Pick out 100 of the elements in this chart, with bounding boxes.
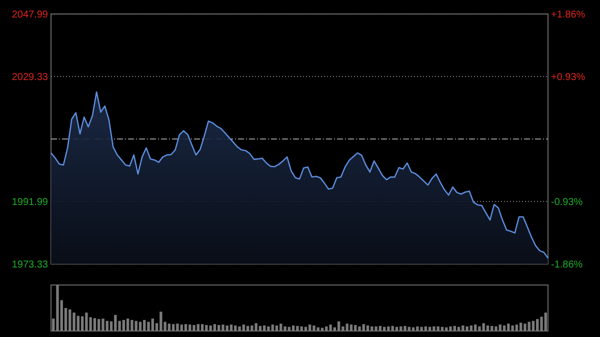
bar: [325, 326, 328, 331]
bar: [80, 316, 84, 331]
bar: [391, 326, 394, 331]
bar: [404, 326, 406, 331]
bar: [56, 285, 59, 331]
bar: [106, 320, 108, 331]
bar: [114, 314, 117, 331]
bar: [209, 325, 212, 331]
bar: [188, 324, 192, 331]
bar: [436, 326, 440, 331]
bar: [346, 324, 348, 331]
bar: [213, 324, 216, 331]
bar: [478, 326, 481, 331]
bar: [540, 316, 543, 331]
bar: [486, 325, 490, 331]
bar: [160, 312, 162, 331]
bar: [532, 320, 535, 331]
bar: [387, 326, 390, 331]
bar: [102, 318, 104, 331]
bar: [262, 325, 266, 331]
bar: [151, 318, 154, 331]
bar: [200, 324, 204, 331]
bar: [168, 324, 171, 331]
bar: [544, 312, 547, 331]
bar: [420, 326, 423, 331]
bar: [85, 312, 88, 331]
bar: [217, 325, 220, 331]
bar: [536, 319, 539, 331]
bar: [230, 324, 233, 331]
bar: [134, 320, 138, 331]
bar: [502, 325, 506, 331]
bar: [176, 324, 179, 331]
bar: [271, 324, 274, 331]
bar: [466, 326, 468, 331]
bar: [267, 326, 270, 331]
bar: [126, 318, 130, 331]
bar: [519, 322, 522, 331]
y2-tick-label: -1.86%: [551, 260, 583, 270]
bar: [511, 325, 514, 331]
bar: [242, 324, 245, 331]
bar: [507, 324, 510, 331]
bar: [329, 324, 332, 331]
bar: [68, 309, 72, 331]
bar: [250, 325, 254, 331]
bar: [453, 326, 456, 331]
bar: [474, 324, 477, 331]
bar: [143, 320, 146, 331]
bar: [192, 325, 196, 331]
bar: [284, 326, 286, 331]
bar: [280, 324, 282, 331]
bar: [358, 326, 361, 331]
bar: [378, 326, 382, 331]
bar: [296, 326, 299, 331]
bar: [400, 326, 402, 331]
bar: [312, 325, 316, 331]
bar: [122, 320, 126, 331]
bar: [462, 325, 464, 331]
bar: [515, 324, 518, 331]
bar: [254, 323, 258, 331]
bar: [275, 325, 278, 331]
bar: [205, 325, 208, 331]
bar: [432, 326, 436, 331]
bar: [246, 326, 250, 331]
y-tick-label: 2029.33: [12, 72, 48, 83]
bar: [337, 321, 340, 331]
bar: [180, 324, 183, 331]
bar: [354, 325, 357, 331]
bar: [374, 326, 378, 331]
bar: [234, 325, 237, 331]
bar: [258, 326, 262, 331]
bar: [184, 324, 188, 331]
bar: [222, 324, 224, 331]
bar: [494, 326, 498, 331]
bar: [528, 322, 530, 331]
y2-tick-label: -0.93%: [551, 197, 583, 208]
bar: [470, 325, 473, 331]
bar: [138, 322, 142, 331]
bar: [449, 326, 452, 331]
y-tick-label: 2047.99: [12, 10, 48, 20]
y2-tick-label: +1.86%: [551, 10, 586, 20]
bar: [362, 324, 365, 331]
bar: [300, 326, 303, 331]
y-tick-label: 1991.99: [12, 197, 48, 208]
bar: [196, 324, 200, 331]
y-tick-label: 1973.33: [12, 260, 48, 270]
y2-tick-label: +0.93%: [551, 72, 586, 83]
bar: [370, 326, 374, 331]
bar: [130, 320, 134, 331]
bar: [147, 322, 150, 331]
bar: [482, 323, 485, 331]
bar: [424, 326, 428, 331]
bar: [226, 325, 228, 331]
bar: [238, 326, 241, 331]
bar: [93, 318, 96, 331]
bar: [292, 325, 295, 331]
bar: [366, 325, 370, 331]
bar: [498, 324, 502, 331]
bar: [172, 324, 175, 331]
bar: [524, 324, 526, 331]
bar: [308, 324, 312, 331]
